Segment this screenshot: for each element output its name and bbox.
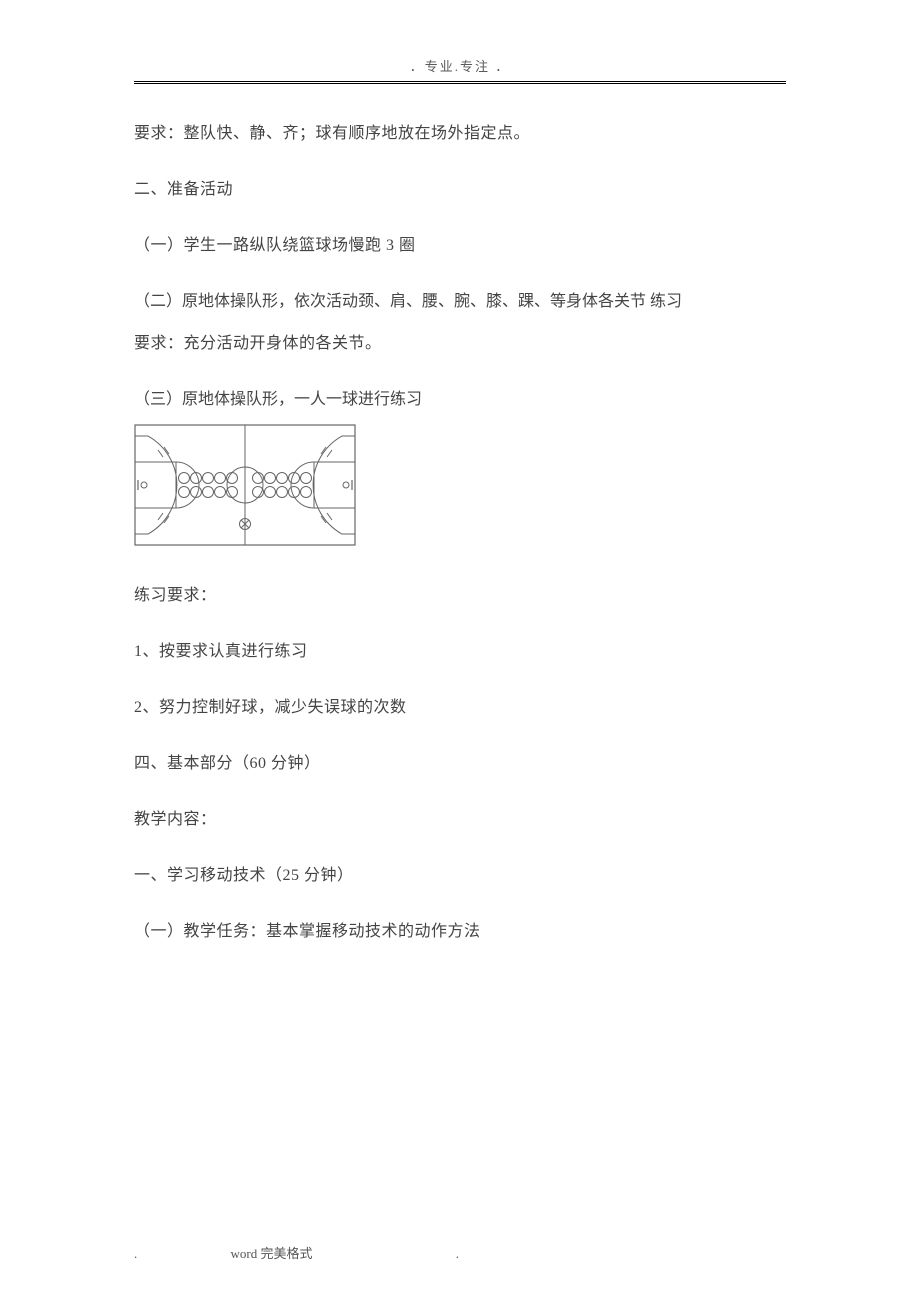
page-container: ．专业.专注 ． 要求：整队快、静、齐；球有顺序地放在场外指定点。 二、准备活动… [0, 0, 920, 1302]
paragraph: 教学内容： [134, 808, 786, 832]
list-item: 1、按要求认真进行练习 [134, 640, 786, 664]
footer-dot-right: . [456, 1246, 459, 1261]
section-heading: 二、准备活动 [134, 178, 786, 202]
list-item: 2、努力控制好球，减少失误球的次数 [134, 696, 786, 720]
paragraph: （一）教学任务：基本掌握移动技术的动作方法 [134, 920, 786, 944]
paragraph: 要求：整队快、静、齐；球有顺序地放在场外指定点。 [134, 122, 786, 146]
paragraph: 练习要求： [134, 584, 786, 608]
paragraph: （一）学生一路纵队绕篮球场慢跑 3 圈 [134, 234, 786, 258]
paragraph: 要求：充分活动开身体的各关节。 [134, 332, 786, 356]
section-heading: 四、基本部分（60 分钟） [134, 752, 786, 776]
footer-dot-left: . [134, 1246, 137, 1261]
document-body: 要求：整队快、静、齐；球有顺序地放在场外指定点。 二、准备活动 （一）学生一路纵… [134, 122, 786, 944]
paragraph: （三）原地体操队形，一人一球进行练习 [134, 388, 786, 412]
paragraph: 一、学习移动技术（25 分钟） [134, 864, 786, 888]
footer-text: word 完美格式 [231, 1246, 313, 1261]
paragraph: （二）原地体操队形，依次活动颈、肩、腰、腕、膝、踝、等身体各关节 练习 [134, 290, 786, 314]
page-footer: . word 完美格式 . [134, 1243, 459, 1262]
court-diagram [134, 424, 786, 554]
header-rule [134, 81, 786, 84]
page-header: ．专业.专注 ． [134, 56, 786, 81]
